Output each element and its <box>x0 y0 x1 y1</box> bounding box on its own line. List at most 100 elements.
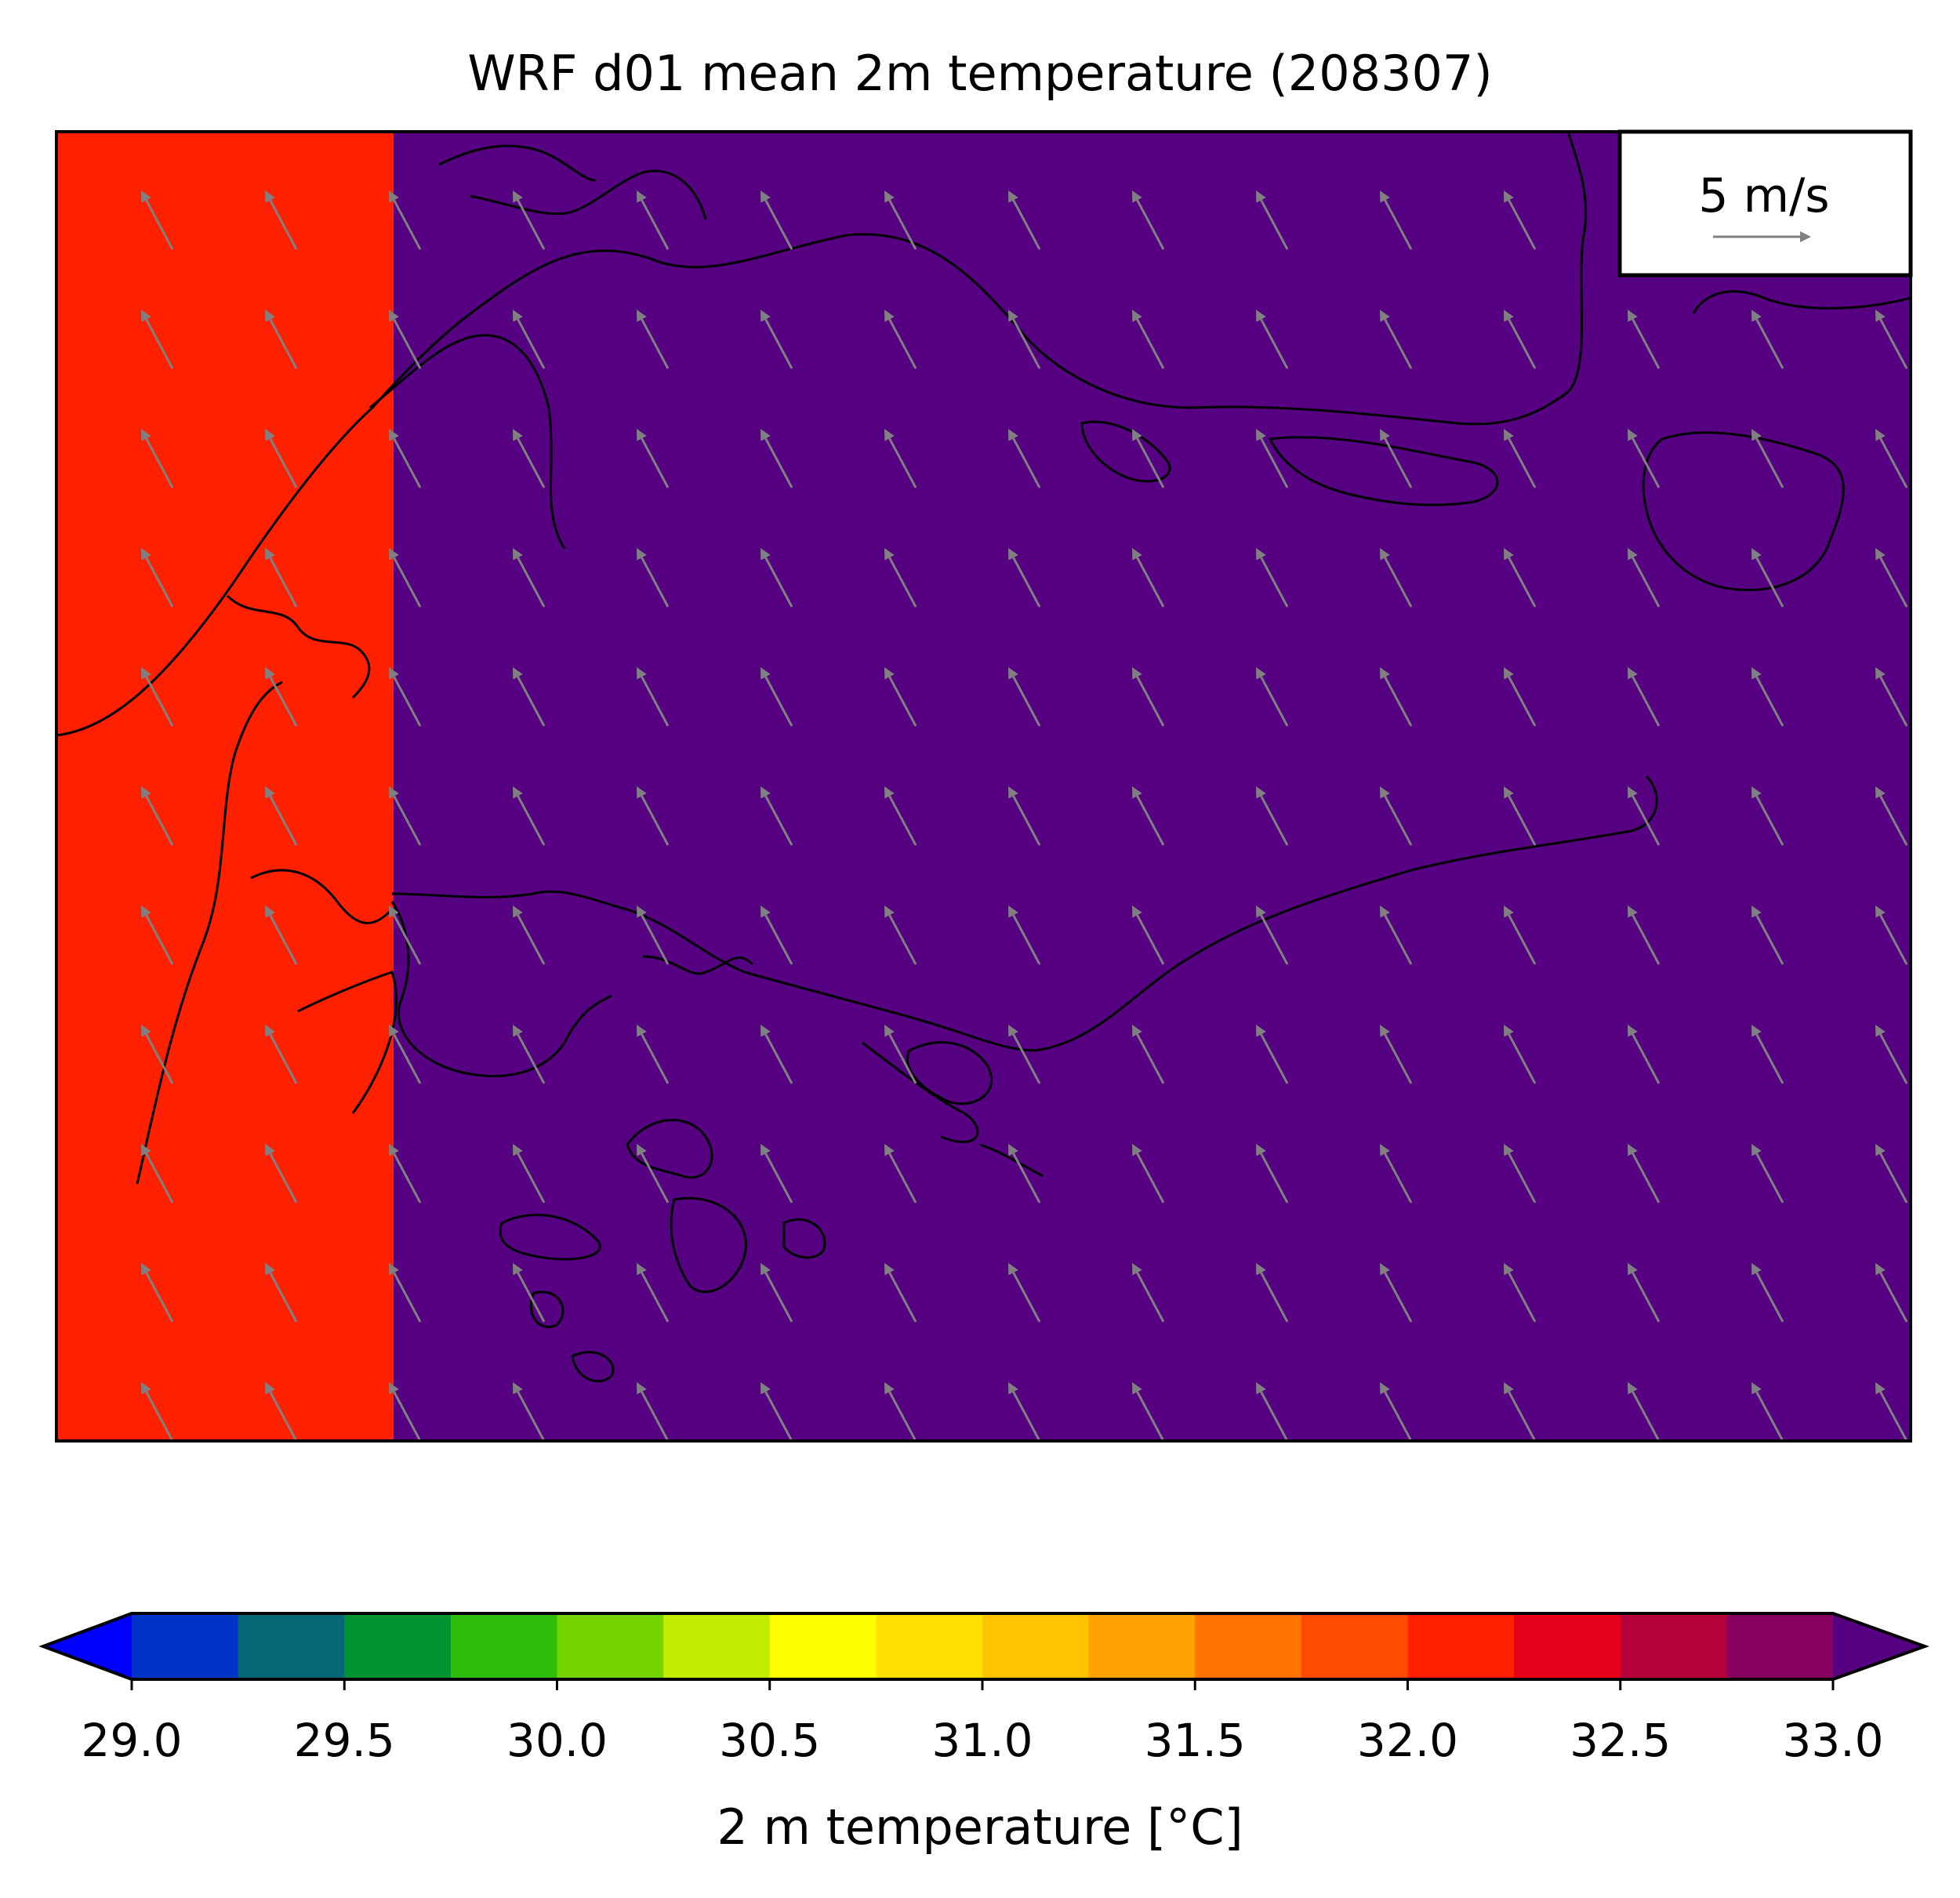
wind-arrow <box>513 1144 546 1203</box>
wind-arrow <box>1380 1382 1413 1441</box>
wind-arrow <box>1628 1144 1661 1203</box>
wind-arrow <box>1875 1144 1908 1203</box>
wind-arrow <box>141 905 174 965</box>
wind-arrow <box>760 429 793 488</box>
colorbar <box>38 1612 1929 1681</box>
wind-arrow <box>1008 667 1041 727</box>
wind-arrow <box>1875 1382 1908 1441</box>
colorbar-tick-label: 32.5 <box>1570 1714 1671 1767</box>
colorbar-swatch <box>1088 1613 1196 1679</box>
wind-arrow <box>1628 1025 1661 1084</box>
wind-arrow <box>265 1382 298 1441</box>
wind-arrow <box>760 1144 793 1203</box>
colorbar-swatch <box>344 1613 452 1679</box>
wind-arrow <box>637 786 670 846</box>
wind-arrow <box>1504 905 1537 965</box>
wind-arrow <box>884 1025 917 1084</box>
wind-arrow <box>141 667 174 727</box>
wind-arrow <box>1132 1025 1165 1084</box>
colorbar-tick-label: 29.5 <box>294 1714 395 1767</box>
wind-arrow <box>1380 548 1413 608</box>
wind-arrow <box>884 310 917 369</box>
wind-arrow <box>1751 1144 1784 1203</box>
wind-arrow <box>1380 1263 1413 1323</box>
wind-arrow <box>141 548 174 608</box>
wind-arrow <box>1628 310 1661 369</box>
wind-arrow <box>1132 548 1165 608</box>
wind-arrow <box>760 1263 793 1323</box>
wind-arrow <box>637 1382 670 1441</box>
wind-arrow <box>884 1144 917 1203</box>
coastlines <box>56 132 1911 1383</box>
wind-arrow <box>1256 1025 1289 1084</box>
wind-arrow <box>389 1025 422 1084</box>
colorbar-swatch <box>557 1613 664 1679</box>
wind-arrow <box>265 1025 298 1084</box>
wind-arrow <box>1380 191 1413 250</box>
wind-arrow <box>1380 786 1413 846</box>
wind-arrow <box>1008 1144 1041 1203</box>
wind-arrow <box>1132 1382 1165 1441</box>
wind-arrow <box>389 310 422 369</box>
wind-arrow <box>637 1025 670 1084</box>
wind-arrow <box>141 786 174 846</box>
wind-arrow <box>1256 1382 1289 1441</box>
wind-arrow <box>760 786 793 846</box>
wind-arrow <box>1875 1263 1908 1323</box>
colorbar-swatch <box>982 1613 1090 1679</box>
wind-arrow <box>760 310 793 369</box>
wind-arrow <box>1132 1263 1165 1323</box>
wind-arrow <box>513 191 546 250</box>
wind-arrow <box>1628 786 1661 846</box>
wind-arrow <box>1875 429 1908 488</box>
wind-arrow <box>637 1263 670 1323</box>
wind-arrow <box>141 1144 174 1203</box>
wind-arrow <box>1504 548 1537 608</box>
wind-arrow <box>389 548 422 608</box>
wind-arrow <box>513 310 546 369</box>
wind-arrow <box>1504 786 1537 846</box>
wind-arrow <box>389 1263 422 1323</box>
wind-arrow <box>1008 429 1041 488</box>
wind-arrow <box>1751 786 1784 846</box>
colorbar-swatch <box>132 1613 239 1679</box>
wind-arrow <box>1875 548 1908 608</box>
wind-arrow <box>1132 429 1165 488</box>
wind-arrow <box>1751 548 1784 608</box>
wind-arrow <box>141 1263 174 1323</box>
wind-arrow <box>1628 1382 1661 1441</box>
wind-arrow <box>1628 905 1661 965</box>
wind-arrow <box>1875 786 1908 846</box>
colorbar-tick-label: 30.0 <box>506 1714 608 1767</box>
wind-arrow <box>1751 1025 1784 1084</box>
wind-arrow <box>1380 310 1413 369</box>
wind-arrow <box>884 548 917 608</box>
wind-arrow <box>884 1382 917 1441</box>
wind-arrow <box>1628 548 1661 608</box>
wind-arrow <box>1256 1144 1289 1203</box>
quiver-key-box <box>1617 129 1913 278</box>
colorbar-label: 2 m temperature [°C] <box>717 1798 1243 1856</box>
wind-arrow <box>513 429 546 488</box>
wind-arrow <box>1504 310 1537 369</box>
quiver-key-arrow <box>1713 231 1811 242</box>
wind-arrow <box>265 429 298 488</box>
wind-vectors <box>141 191 1908 1441</box>
temperature-cell-east <box>394 132 1911 1441</box>
wind-arrow <box>1380 1144 1413 1203</box>
wind-arrow <box>1380 1025 1413 1084</box>
wind-arrow <box>1380 905 1413 965</box>
wind-arrow <box>1504 667 1537 727</box>
wind-arrow <box>637 310 670 369</box>
wind-arrow <box>265 1263 298 1323</box>
colorbar-swatch <box>450 1613 558 1679</box>
wind-arrow <box>1751 429 1784 488</box>
colorbar-tick-label: 29.0 <box>81 1714 182 1767</box>
wind-arrow <box>1008 1263 1041 1323</box>
colorbar-tick-label: 31.0 <box>931 1714 1033 1767</box>
quiver-key-arrow-shape <box>1713 231 1811 242</box>
colorbar-swatch <box>1301 1613 1409 1679</box>
wind-arrow <box>389 1382 422 1441</box>
wind-arrow <box>1256 548 1289 608</box>
